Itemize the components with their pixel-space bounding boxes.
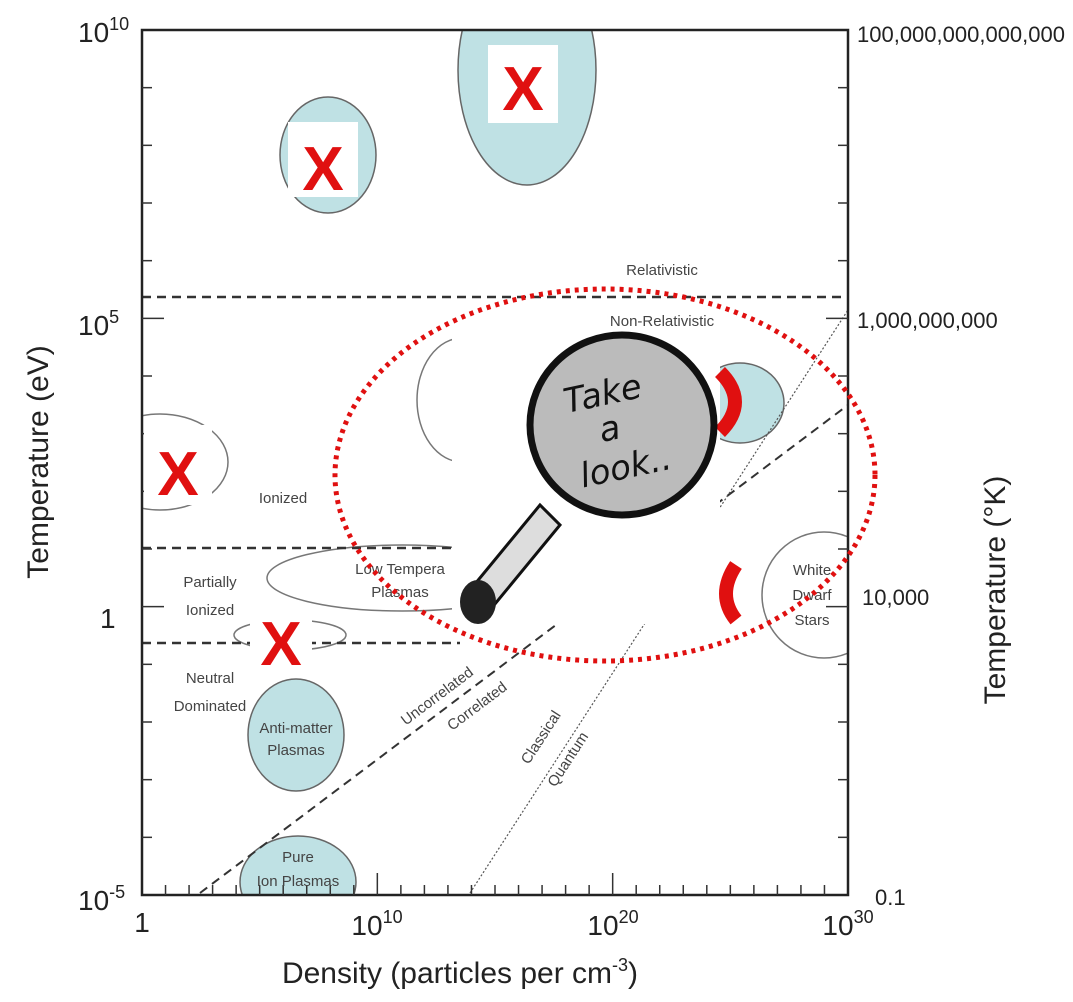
region-label: Relativistic xyxy=(626,262,698,279)
region-label: Stars xyxy=(794,612,829,629)
cross-mark: X xyxy=(157,440,198,509)
bottom-tick: 1010 xyxy=(351,907,402,941)
left-title: Temperature (eV) xyxy=(22,345,55,578)
bottom-tick: 1020 xyxy=(587,907,638,941)
left-tick: 1010 xyxy=(78,14,129,48)
left-tick: 1 xyxy=(100,603,116,634)
region-label: White xyxy=(793,562,831,579)
left-tick: 105 xyxy=(78,307,119,341)
left-tick: 10-5 xyxy=(78,882,125,916)
handle-end xyxy=(460,580,496,624)
cross-mark: X xyxy=(260,610,301,679)
region-label: Pure xyxy=(282,849,314,866)
cross-mark: X xyxy=(302,135,343,204)
right-title: Temperature (°K) xyxy=(979,476,1012,705)
region-label: Neutral xyxy=(186,670,234,687)
bottom-tick: 1030 xyxy=(822,907,873,941)
cross-mark: X xyxy=(502,55,543,124)
region-label: Ionized xyxy=(186,602,234,619)
region-label: Ion Plasmas xyxy=(257,873,340,890)
bottom-title: Density (particles per cm-3) xyxy=(282,955,638,990)
region-label: Ionized xyxy=(259,490,307,507)
region-label: Dwarf xyxy=(792,587,832,604)
region-label: Plasmas xyxy=(267,742,325,759)
right-tick: 0.1 xyxy=(875,885,906,910)
bottom-tick: 1 xyxy=(134,907,150,938)
magnifier: Take a look.. xyxy=(452,328,736,624)
region-label: Partially xyxy=(183,574,237,591)
right-tick: 10,000 xyxy=(862,585,929,610)
region-label: Non-Relativistic xyxy=(610,313,715,330)
partial-cross xyxy=(726,565,736,620)
region-label: Low Tempera xyxy=(355,561,445,578)
region-label: Dominated xyxy=(174,698,247,715)
diagram: Relativistic Non-Relativistic Ionized Pa… xyxy=(0,0,1073,997)
right-tick: 100,000,000,000,000 xyxy=(857,22,1065,47)
region-label: Anti-matter xyxy=(259,720,332,737)
right-tick: 1,000,000,000 xyxy=(857,308,998,333)
region-label: Quantum xyxy=(544,729,592,790)
